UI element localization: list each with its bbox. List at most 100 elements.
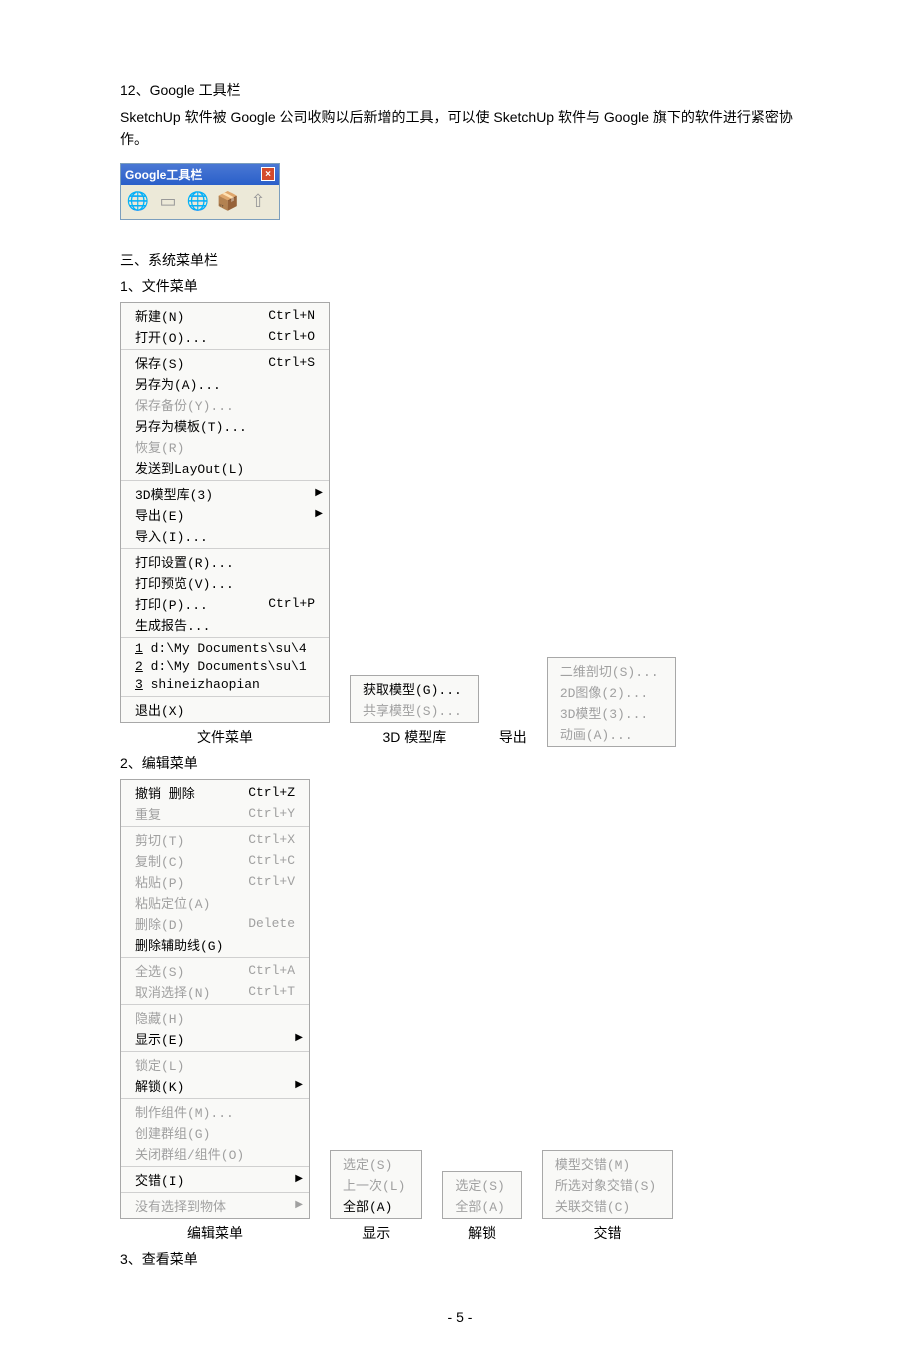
menu-item-label: 制作组件(M)...: [135, 1102, 295, 1121]
menu-item: 选定(S): [331, 1153, 421, 1174]
menu-item-label: 3D模型(3)...: [560, 703, 659, 722]
submenu-arrow-icon: ▶: [295, 1032, 303, 1044]
menu-item[interactable]: 撤销 删除Ctrl+Z: [121, 782, 309, 803]
menu-item: 2D图像(2)...: [548, 681, 675, 702]
google-toolbar-title-bar[interactable]: Google工具栏 ×: [121, 164, 279, 185]
menu-item-label: 保存(S): [135, 353, 248, 372]
menu-item[interactable]: 解锁(K)▶: [121, 1075, 309, 1096]
menu-item: 关闭群组/组件(O): [121, 1143, 309, 1164]
submenu-arrow-icon: ▶: [315, 508, 323, 520]
menu-item-label: 重复: [135, 804, 228, 823]
menu-section: 选定(S)全部(A): [443, 1172, 520, 1218]
menu-item: 没有选择到物体▶: [121, 1195, 309, 1216]
menu-item-label: 生成报告...: [135, 615, 315, 634]
globe2-icon[interactable]: 🌐: [185, 189, 211, 215]
heading-3-1: 1、文件菜单: [120, 276, 800, 296]
menu-item[interactable]: 3D模型库(3)▶: [121, 483, 329, 504]
menu-item[interactable]: 全部(A): [331, 1195, 421, 1216]
menu-item: 创建群组(G): [121, 1122, 309, 1143]
menu-section: 锁定(L)解锁(K)▶: [121, 1052, 309, 1099]
menu-item[interactable]: 保存(S)Ctrl+S: [121, 352, 329, 373]
menu-item[interactable]: 导出(E)▶: [121, 504, 329, 525]
menu-item-label: 锁定(L): [135, 1055, 295, 1074]
menu-item-label: 复制(C): [135, 851, 228, 870]
menu-item[interactable]: 删除辅助线(G): [121, 934, 309, 955]
menu-section: 模型交错(M)所选对象交错(S)关联交错(C): [543, 1151, 672, 1218]
menu-section: 选定(S)上一次(L)全部(A): [331, 1151, 421, 1218]
menu-item-label: 显示(E): [135, 1029, 295, 1048]
box-icon[interactable]: 📦: [215, 189, 241, 215]
submenu-intersect-label: 交错: [594, 1223, 622, 1243]
menu-item: 粘贴定位(A): [121, 892, 309, 913]
submenu-arrow-icon: ▶: [315, 487, 323, 499]
menu-item: 选定(S): [443, 1174, 520, 1195]
menu-item-label: 2D图像(2)...: [560, 682, 659, 701]
menu-section: 隐藏(H)显示(E)▶: [121, 1005, 309, 1052]
menu-item-label: 打开(O)...: [135, 327, 248, 346]
menu-item-label: 粘贴定位(A): [135, 893, 295, 912]
menu-item[interactable]: 显示(E)▶: [121, 1028, 309, 1049]
menu-item-label: 删除(D): [135, 914, 228, 933]
submenu-3d-label: 3D 模型库: [383, 727, 447, 747]
menu-item[interactable]: 新建(N) Ctrl+N: [121, 305, 329, 326]
submenu-export-label: 导出: [499, 727, 527, 747]
menu-item[interactable]: 打印预览(V)...: [121, 572, 329, 593]
menu-item[interactable]: 另存为(A)...: [121, 373, 329, 394]
submenu-arrow-icon: ▶: [295, 1173, 303, 1185]
menu-item-shortcut: Ctrl+V: [248, 874, 295, 889]
menu-section: 没有选择到物体▶: [121, 1193, 309, 1218]
edit-menu-label: 编辑菜单: [187, 1223, 243, 1243]
menu-item: 3D模型(3)...: [548, 702, 675, 723]
desc-12: SketchUp 软件被 Google 公司收购以后新增的工具，可以使 Sket…: [120, 106, 800, 151]
menu-item-label: 共享模型(S)...: [363, 700, 462, 719]
menu-item-shortcut: Ctrl+N: [268, 308, 315, 323]
menu-item[interactable]: 打开(O)...Ctrl+O: [121, 326, 329, 347]
menu-section: 获取模型(G)...共享模型(S)...: [351, 676, 478, 722]
menu-item: 复制(C)Ctrl+C: [121, 850, 309, 871]
heading-12: 12、Google 工具栏: [120, 80, 800, 100]
menu-section: 1 d:\My Documents\su\42 d:\My Documents\…: [121, 638, 329, 697]
menu-item-label: 新建(N): [135, 306, 248, 325]
close-icon[interactable]: ×: [261, 167, 275, 181]
menu-item[interactable]: 3 shineizhaopian: [121, 676, 329, 694]
menu-item-label: 关联交错(C): [555, 1196, 656, 1215]
menu-section: 3D模型库(3)▶导出(E)▶导入(I)...: [121, 481, 329, 549]
menu-section: 二维剖切(S)...2D图像(2)...3D模型(3)...动画(A)...: [548, 658, 675, 746]
menu-item: 全部(A): [443, 1195, 520, 1216]
submenu-arrow-icon: ▶: [295, 1199, 303, 1211]
menu-item-label: 没有选择到物体: [135, 1196, 295, 1215]
menu-item[interactable]: 打印(P)...Ctrl+P: [121, 593, 329, 614]
menu-item[interactable]: 发送到LayOut(L): [121, 457, 329, 478]
menu-item[interactable]: 生成报告...: [121, 614, 329, 635]
menu-item-label: 剪切(T): [135, 830, 228, 849]
submenu-3d: 获取模型(G)...共享模型(S)...: [350, 675, 479, 723]
menu-item[interactable]: 获取模型(G)...: [351, 678, 478, 699]
menu-section: 退出(X): [121, 697, 329, 722]
menu-item: 隐藏(H): [121, 1007, 309, 1028]
menu-item-label: 保存备份(Y)...: [135, 395, 315, 414]
menu-item-label: 动画(A)...: [560, 724, 659, 743]
file-menu-row: 新建(N) Ctrl+N 打开(O)...Ctrl+O 保存(S)Ctrl+S另存为(…: [120, 302, 800, 747]
menu-item-shortcut: Ctrl+T: [248, 984, 295, 999]
menu-item[interactable]: 退出(X): [121, 699, 329, 720]
menu-item-label: 发送到LayOut(L): [135, 458, 315, 477]
menu-item[interactable]: 打印设置(R)...: [121, 551, 329, 572]
menu-section: 交错(I)▶: [121, 1167, 309, 1193]
menu-item-label: 打印设置(R)...: [135, 552, 315, 571]
building-icon[interactable]: ▭: [155, 189, 181, 215]
google-toolbar-title: Google工具栏: [125, 166, 202, 183]
menu-item-label: 全部(A): [343, 1196, 405, 1215]
menu-item[interactable]: 2 d:\My Documents\su\1: [121, 658, 329, 676]
menu-item[interactable]: 1 d:\My Documents\su\4: [121, 640, 329, 658]
menu-item-label: 解锁(K): [135, 1076, 295, 1095]
file-menu: 新建(N) Ctrl+N 打开(O)...Ctrl+O 保存(S)Ctrl+S另存为(…: [120, 302, 330, 723]
menu-item: 删除(D)Delete: [121, 913, 309, 934]
menu-item[interactable]: 另存为模板(T)...: [121, 415, 329, 436]
menu-item: 制作组件(M)...: [121, 1101, 309, 1122]
menu-item-label: 退出(X): [135, 700, 315, 719]
menu-item: 取消选择(N)Ctrl+T: [121, 981, 309, 1002]
menu-item[interactable]: 交错(I)▶: [121, 1169, 309, 1190]
globe-icon[interactable]: 🌐: [125, 189, 151, 215]
upload-icon[interactable]: ⇧: [245, 189, 271, 215]
menu-item[interactable]: 导入(I)...: [121, 525, 329, 546]
